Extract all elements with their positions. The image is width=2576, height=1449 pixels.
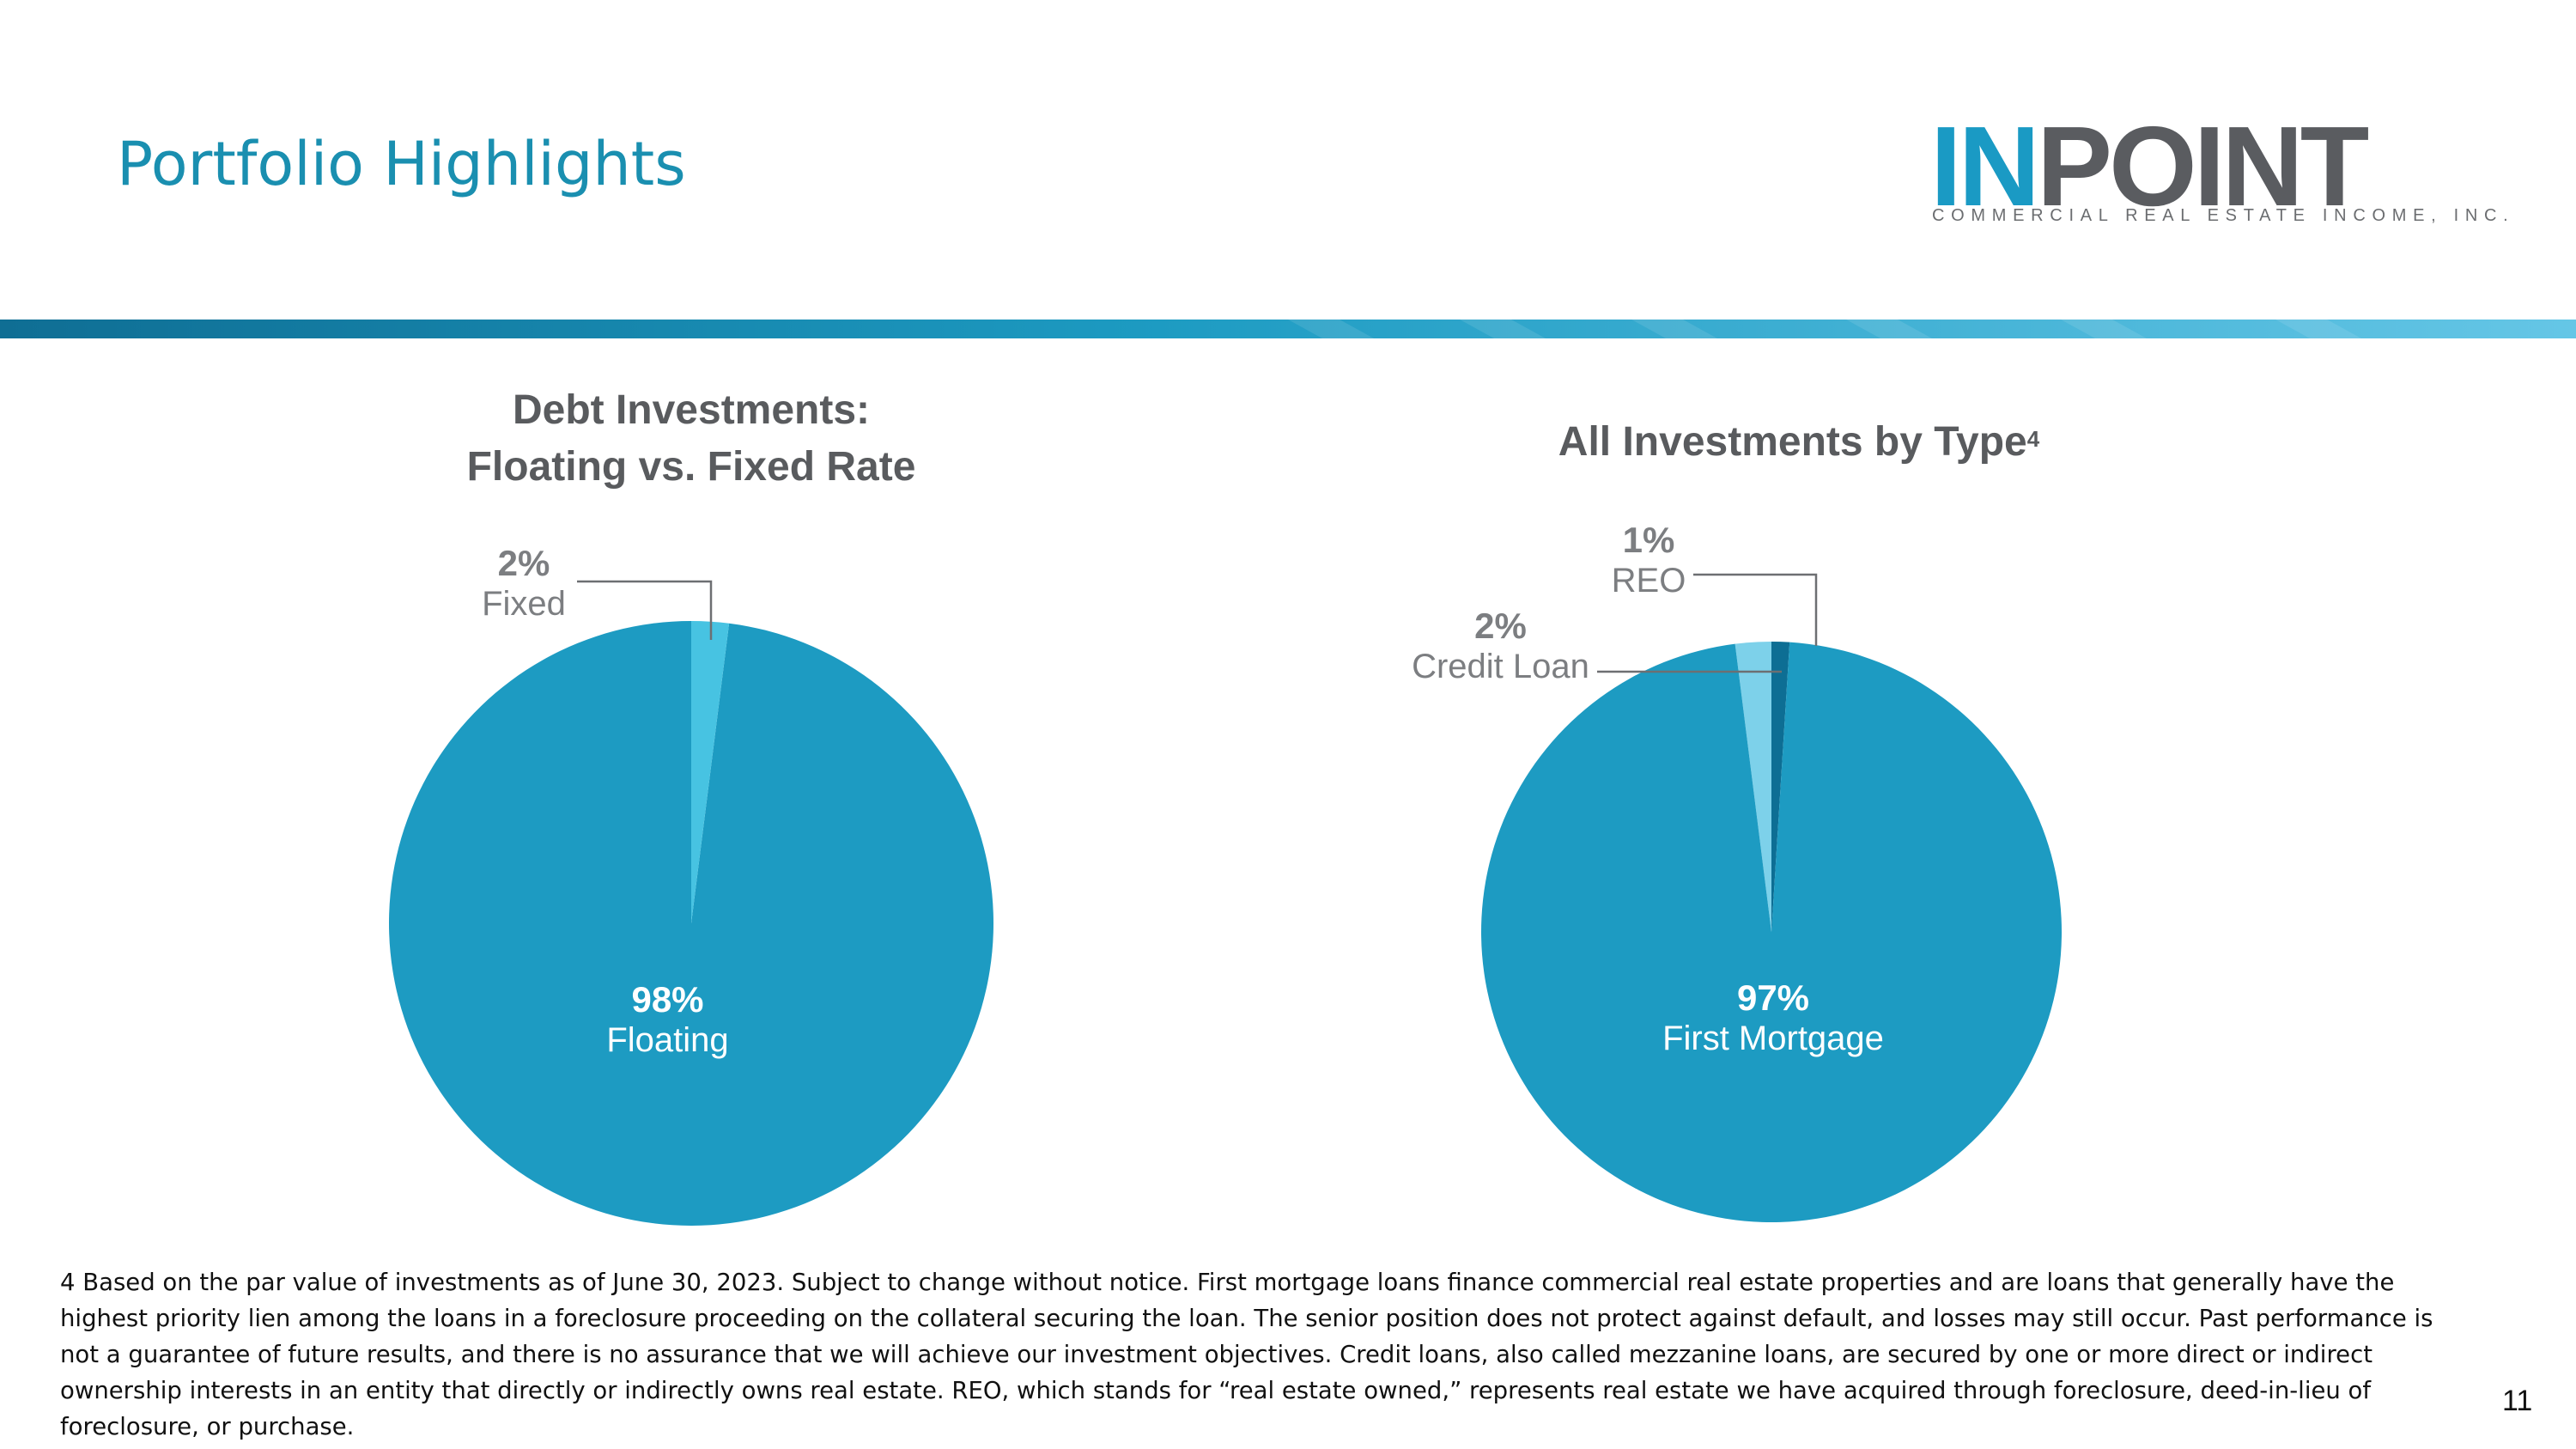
chart-2-label-credit-loan-pct: 2% (1474, 606, 1527, 646)
chart-1-label-floating-pct: 98% (631, 979, 704, 1020)
logo-wordmark: INPOINT (1930, 110, 2369, 223)
chart-1-label-fixed-pct: 2% (497, 543, 550, 583)
footnote: 4 Based on the par value of investments … (60, 1269, 2433, 1440)
chart-1-slice-fixed (691, 621, 730, 923)
chart-2-slice-first-mortgage (1480, 642, 2062, 1222)
chart-all-investments: All Investments by Type4 97% First Mortg… (1408, 414, 2099, 1222)
page-title: Portfolio Highlights (117, 129, 686, 199)
chart-1-leader-fixed (577, 580, 713, 640)
chart-1-title-line-2: Floating vs. Fixed Rate (466, 444, 916, 490)
chart-1-label-floating: 98% Floating (558, 979, 777, 1060)
chart-1-title: Debt Investments: Floating vs. Fixed Rat… (434, 382, 949, 496)
page-number: 11 (2502, 1385, 2533, 1417)
chart-2-leader-reo (1693, 573, 1818, 646)
chart-1-label-fixed-name: Fixed (482, 585, 566, 624)
chart-2-pie (1480, 573, 2062, 1222)
chart-2-title-text: All Investments by Type (1558, 419, 2027, 465)
chart-2-label-reo-pct: 1% (1622, 520, 1675, 560)
chart-debt-investments: Debt Investments: Floating vs. Fixed Rat… (0, 0, 1288, 1245)
chart-2-title-footnote-ref: 4 (2026, 426, 2040, 452)
chart-2-label-credit-loan: 2% Credit Loan (1408, 606, 1593, 686)
chart-1-slice-floating (388, 621, 993, 1226)
chart-2-label-first-mortgage-pct: 97% (1736, 977, 1810, 1018)
chart-2-slice-reo (1771, 642, 1790, 932)
chart-1-pie (388, 580, 993, 1226)
chart-2-title: All Investments by Type4 (1498, 414, 2099, 471)
chart-2-slice-credit-loan (1735, 642, 1771, 932)
chart-2-label-credit-loan-name: Credit Loan (1412, 648, 1589, 686)
chart-2-label-reo-name: REO (1611, 562, 1686, 600)
logo-subtitle: COMMERCIAL REAL ESTATE INCOME, INC. (1932, 206, 2515, 225)
header-band (0, 320, 2576, 338)
chart-1-label-fixed: 2% Fixed (464, 543, 584, 624)
company-logo: INPOINT COMMERCIAL REAL ESTATE INCOME, I… (1930, 110, 2508, 230)
chart-1-label-floating-name: Floating (606, 1021, 729, 1060)
chart-2-label-first-mortgage: 97% First Mortgage (1640, 977, 1906, 1058)
chart-2-label-first-mortgage-name: First Mortgage (1662, 1020, 1884, 1058)
logo-wordmark-point: POINT (2037, 103, 2369, 229)
chart-1-title-line-1: Debt Investments: (512, 387, 871, 433)
chart-2-label-reo: 1% REO (1606, 520, 1692, 600)
logo-wordmark-in: IN (1930, 103, 2040, 229)
